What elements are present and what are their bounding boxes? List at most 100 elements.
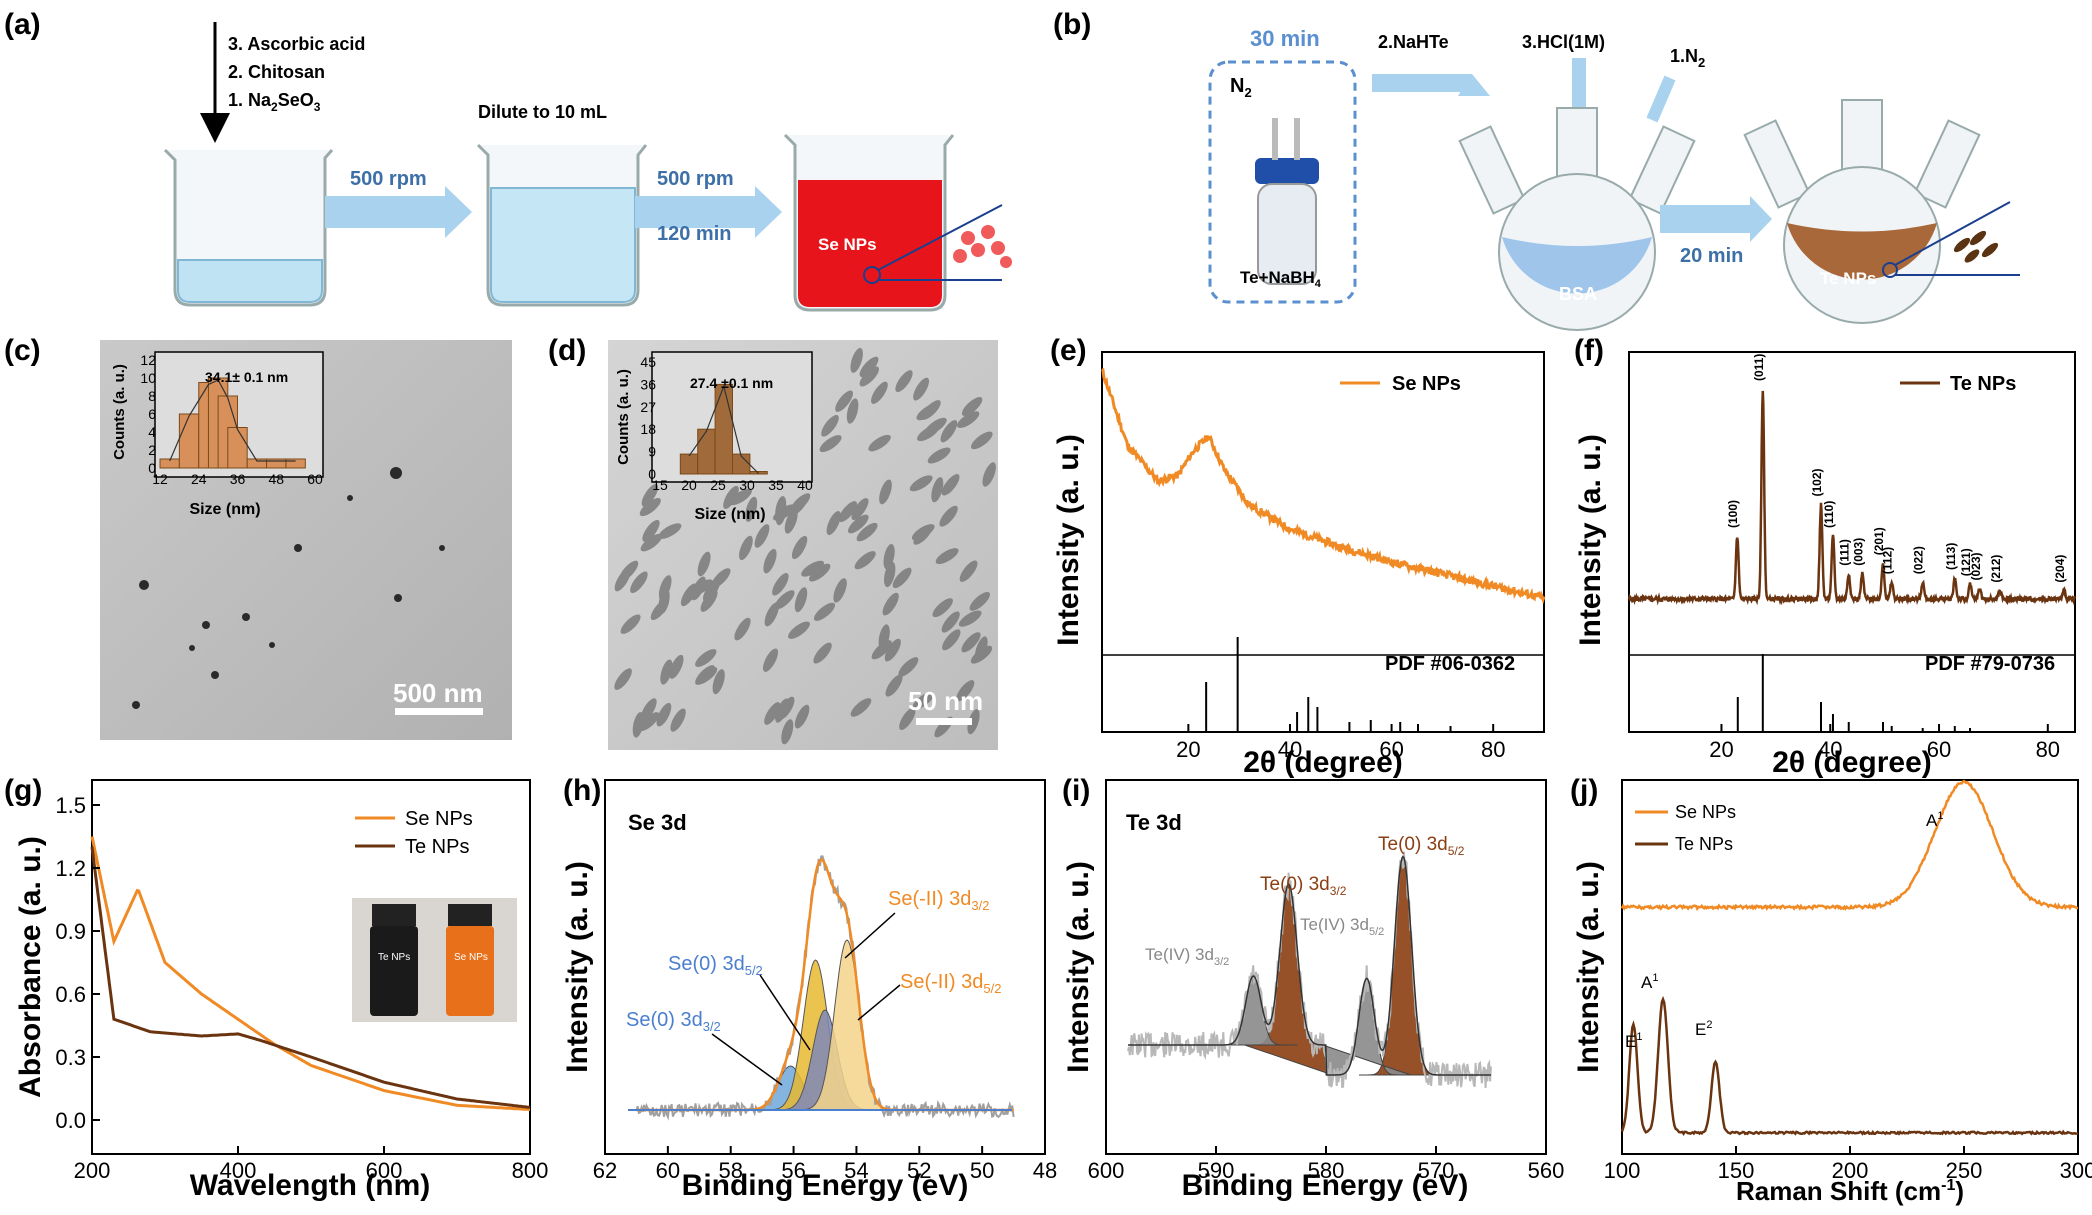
nanorod [819, 435, 842, 453]
histogram-bar [285, 458, 306, 469]
nanorod [774, 590, 795, 610]
inset-y-tick: 8 [148, 388, 156, 404]
nanorod [764, 702, 781, 725]
nanorod [982, 462, 996, 487]
vial-photo [352, 898, 517, 1022]
svg-text:N2: N2 [1230, 75, 1252, 100]
three-neck-flask-2 [1743, 99, 1981, 324]
nanorod [924, 417, 947, 435]
te-pdf-sticks [1736, 654, 1972, 732]
nanorod [884, 561, 896, 588]
svg-text:Te(0) 3d3/2: Te(0) 3d3/2 [1260, 874, 1347, 898]
scale-d: 50 nm [908, 686, 983, 716]
nanorod [961, 397, 983, 416]
nanorod [958, 610, 982, 627]
nanorod [939, 505, 958, 527]
hcl-text: 3.HCl(1M) [1522, 32, 1605, 52]
x-tick-label: 48 [1033, 1158, 1057, 1183]
nanorod [927, 447, 951, 464]
pdf-e: PDF #06-0362 [1385, 653, 1515, 675]
inset-c-xlabel: Size (nm) [189, 501, 260, 518]
nanorod [669, 654, 684, 679]
nanorod [660, 659, 673, 685]
xlabel-f: 2θ (degree) [1772, 746, 1932, 779]
title-i: Te 3d [1126, 810, 1182, 835]
x-tick-label: 80 [2036, 737, 2060, 762]
inset-y-tick: 36 [640, 376, 656, 392]
vial-te: Te NPs [378, 952, 410, 963]
svg-text:Se(-II) 3d5/2: Se(-II) 3d5/2 [900, 971, 1001, 996]
h-peak-label-1: Se(-II) 3d [888, 888, 971, 910]
peak-label: (011) [1752, 354, 1766, 381]
x-tick-label: 60 [1379, 737, 1403, 762]
x-tick-label: 52 [907, 1158, 931, 1183]
tem-rods [614, 347, 996, 745]
nanorod [835, 390, 854, 412]
inset-y-tick: 27 [640, 399, 656, 415]
nanorod [940, 420, 958, 443]
inset-d-xlabel: Size (nm) [694, 506, 765, 523]
time-20: 20 min [1680, 245, 1743, 267]
inset-y-tick: 6 [148, 406, 156, 422]
panel-a-label: (a) [4, 8, 41, 41]
panel-h-label: (h) [563, 774, 601, 807]
y-tick-label: 0.6 [55, 982, 86, 1007]
peak-label: (113) [1944, 543, 1958, 570]
peak-label: (111) [1838, 539, 1852, 566]
nanorod [856, 522, 878, 542]
mode-se-a1: A [1926, 811, 1938, 830]
inset-x-tick: 36 [230, 471, 246, 487]
inset-y-tick: 4 [148, 424, 156, 440]
peak-label: (100) [1726, 500, 1740, 528]
inset-y-tick: 45 [640, 354, 656, 370]
bottle-label: Te+NaBH [1240, 268, 1315, 287]
svg-text:A1: A1 [1641, 972, 1658, 992]
y-tick-label: 0.9 [55, 919, 86, 944]
tem-dots [132, 467, 445, 709]
legend-g-se: Se NPs [405, 808, 473, 830]
x-tick-label: 54 [844, 1158, 868, 1183]
inset-d-bars [679, 383, 768, 475]
inset-c-bars [159, 377, 306, 469]
mode-te-e1: E [1625, 1032, 1636, 1051]
nanorod [775, 698, 790, 723]
inset-y-tick: 10 [140, 370, 156, 386]
inset-c-title: 34.1± 0.1 nm [205, 369, 288, 385]
nanoparticle-dots [953, 225, 1012, 268]
three-neck-flask-1 [1458, 107, 1696, 331]
scale-bar-c [395, 708, 483, 715]
beaker-1 [163, 148, 334, 307]
nanorod [913, 524, 933, 545]
x-tick-label: 600 [366, 1158, 403, 1183]
inset-x-tick: 60 [307, 471, 323, 487]
panel-c: (c) 500 nm 34.1± 0.1 nm Size (nm) Counts… [4, 334, 512, 740]
panel-b: (b) 30 min N2 Te+NaBH4 2.NaHTe 3.HCl(1M)… [1053, 8, 2020, 331]
svg-text:A1: A1 [1926, 810, 1943, 830]
te-raman-curve [1620, 995, 2079, 1137]
legend-e: Se NPs [1392, 373, 1461, 395]
bsa-label: BSA [1559, 284, 1597, 304]
nanorod [882, 592, 899, 616]
histogram-bar [732, 453, 751, 475]
panel-i: (i) 600 590 580 570 560 Te 3d Te(0) 3d5/2 Te… [1062, 774, 1564, 1202]
nanorod [754, 524, 770, 548]
x-tick-label: 40 [1278, 737, 1302, 762]
inset-y-tick: 2 [148, 442, 156, 458]
legend-f: Te NPs [1950, 373, 2016, 395]
peak-label: (022) [1912, 546, 1926, 574]
nanorod [859, 366, 880, 387]
te-nps-label-b: Te NPs [1820, 269, 1876, 288]
inset-x-tick: 40 [797, 477, 813, 493]
nanorod [791, 535, 808, 560]
peak-label: (003) [1851, 538, 1865, 566]
te-rod-particles [1953, 230, 1999, 263]
te-xrd-curve [1627, 390, 2077, 606]
nanorod [879, 479, 892, 505]
se-xrd-curve [1101, 367, 1546, 605]
nanorod [909, 475, 933, 492]
beaker-2 [476, 143, 648, 307]
nanorod [854, 551, 876, 570]
x-tick-label: 100 [1604, 1158, 1641, 1183]
panel-d-label: (d) [548, 334, 586, 367]
panel-e: (e) 20 40 60 80 Se NPs PDF #06-0362 2θ (deg… [1050, 334, 1546, 779]
